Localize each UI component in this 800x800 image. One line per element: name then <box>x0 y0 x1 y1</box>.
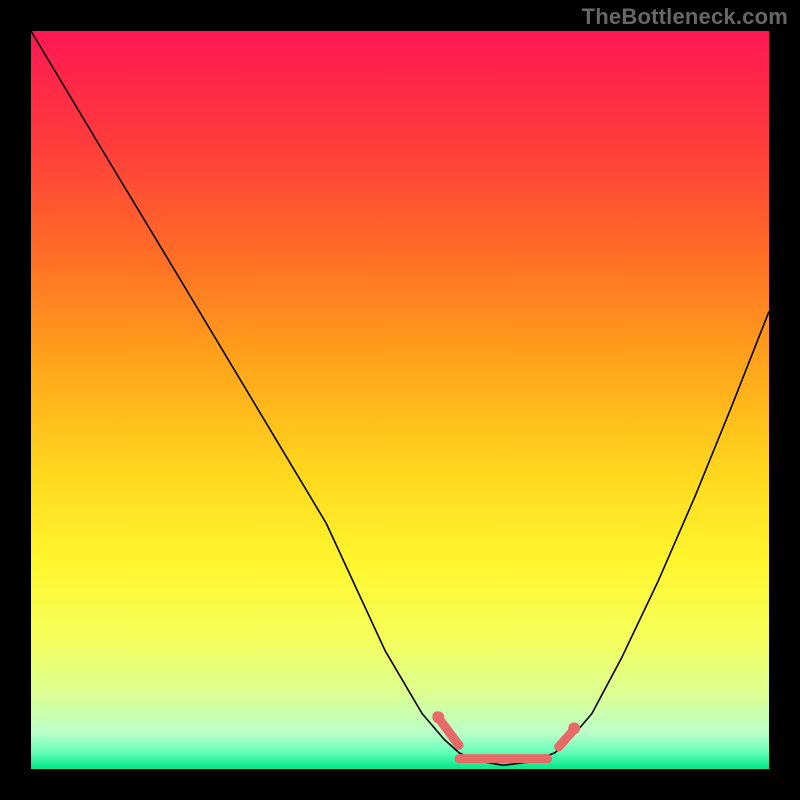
chart-plot-area <box>31 31 769 769</box>
highlight-left-marker <box>432 711 444 723</box>
bottleneck-chart-svg <box>0 0 800 800</box>
source-watermark: TheBottleneck.com <box>582 4 788 30</box>
chart-container: TheBottleneck.com <box>0 0 800 800</box>
highlight-right-marker <box>568 722 580 734</box>
